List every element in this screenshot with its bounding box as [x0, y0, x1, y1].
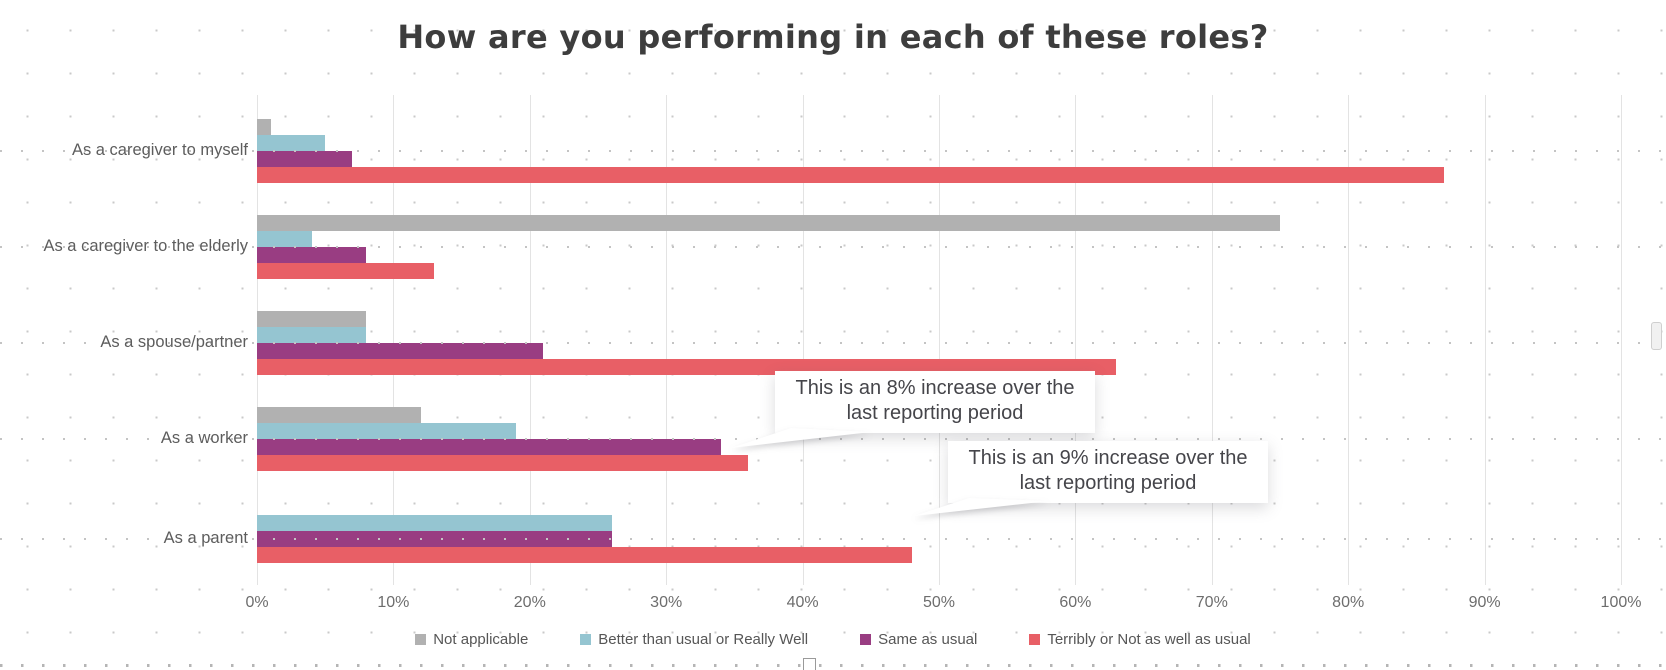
chart-bar[interactable]: [257, 311, 367, 327]
chart-bar[interactable]: [257, 423, 517, 439]
row-leader-dots: [0, 342, 1666, 344]
legend-swatch: [1029, 634, 1041, 645]
gridline: [1484, 95, 1486, 585]
chart-bar[interactable]: [257, 215, 1280, 231]
legend-item[interactable]: Same as usual: [860, 631, 977, 648]
gridline: [1075, 95, 1077, 585]
legend-swatch: [860, 634, 872, 645]
chart-bar[interactable]: [257, 119, 271, 135]
gridline: [1348, 95, 1350, 585]
gridline: [666, 95, 668, 585]
gridline: [393, 95, 395, 585]
chart-legend: Not applicable Better than usual or Reall…: [0, 631, 1666, 648]
legend-item[interactable]: Better than usual or Really Well: [580, 631, 808, 648]
x-tick-label: 30%: [647, 594, 686, 612]
chart-bar[interactable]: [257, 547, 912, 563]
chart-bar[interactable]: [257, 439, 721, 455]
x-tick-label: 40%: [783, 594, 822, 612]
row-leader-dots: [0, 246, 1666, 248]
x-tick-label: 100%: [1597, 594, 1645, 612]
x-tick-label: 0%: [242, 594, 272, 612]
chart-bar[interactable]: [257, 167, 1444, 183]
category-label: As a caregiver to the elderly: [43, 237, 248, 255]
gridline: [529, 95, 531, 585]
chart-bar[interactable]: [257, 343, 544, 359]
gridline: [1211, 95, 1213, 585]
annotation-callout-1[interactable]: This is an 8% increase over the last rep…: [731, 371, 1095, 448]
legend-label: Terribly or Not as well as usual: [1047, 631, 1251, 648]
gridline: [939, 95, 940, 585]
row-leader-dots: [0, 150, 1666, 152]
callout-tail-1: [731, 428, 871, 448]
category-label: As a parent: [163, 529, 248, 547]
x-tick-label: 70%: [1192, 594, 1231, 612]
row-leader-dots: [0, 538, 1666, 540]
gridline: [1621, 95, 1622, 585]
annotation-text: This is an 9% increase over the last rep…: [968, 447, 1248, 494]
category-label: As a caregiver to myself: [71, 141, 248, 159]
chart-bar[interactable]: [257, 407, 421, 423]
legend-item[interactable]: Terribly or Not as well as usual: [1029, 631, 1251, 648]
row-leader-dots: [0, 438, 1666, 440]
scrollbar-thumb[interactable]: [1651, 322, 1662, 350]
chart-bar[interactable]: [257, 231, 312, 247]
bottom-dotted-guide: [0, 664, 1666, 667]
x-tick-label: 90%: [1465, 594, 1504, 612]
category-label: As a worker: [160, 429, 248, 447]
chart-bar[interactable]: [257, 327, 367, 343]
chart-bar[interactable]: [257, 263, 435, 279]
legend-swatch: [415, 634, 427, 645]
legend-label: Better than usual or Really Well: [598, 631, 809, 648]
chart-bar[interactable]: [257, 515, 612, 531]
gridline: [802, 95, 804, 585]
legend-swatch: [580, 634, 592, 645]
selection-handle[interactable]: [803, 658, 816, 670]
x-tick-label: 20%: [510, 594, 549, 612]
chart-bar[interactable]: [257, 135, 326, 151]
legend-label: Not applicable: [433, 631, 529, 648]
chart-bar[interactable]: [257, 247, 367, 263]
x-tick-label: 10%: [374, 594, 413, 612]
annotation-callout-2[interactable]: This is an 9% increase over the last rep…: [914, 441, 1268, 516]
x-tick-label: 80%: [1329, 594, 1368, 612]
chart-title: How are you performing in each of these …: [397, 18, 1269, 56]
chart-bar[interactable]: [257, 151, 353, 167]
legend-item[interactable]: Not applicable: [415, 631, 528, 648]
annotation-text: This is an 8% increase over the last rep…: [795, 377, 1075, 424]
x-tick-label: 50%: [919, 594, 959, 612]
callout-tail-2: [914, 498, 1049, 516]
category-label: As a spouse/partner: [100, 333, 248, 351]
chart-bar[interactable]: [257, 455, 749, 471]
legend-label: Same as usual: [878, 631, 978, 648]
x-tick-label: 60%: [1056, 594, 1095, 612]
